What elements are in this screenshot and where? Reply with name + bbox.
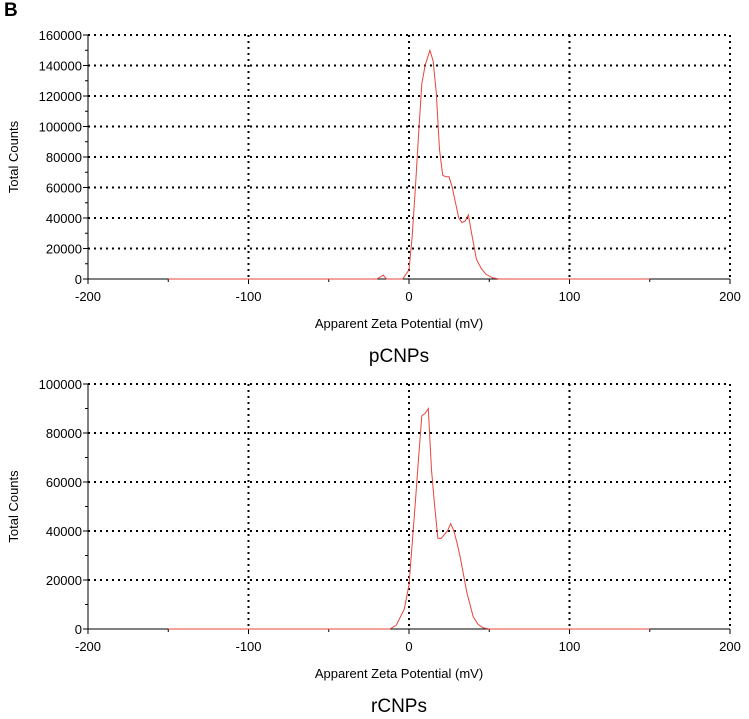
y-tick-label: 100000 bbox=[39, 377, 82, 392]
x-tick-label: -200 bbox=[75, 639, 101, 654]
y-tick-label: 40000 bbox=[46, 524, 82, 539]
y-tick-label: 120000 bbox=[39, 89, 82, 104]
x-tick-label: 0 bbox=[405, 639, 412, 654]
y-axis-label: Total Counts bbox=[6, 470, 21, 543]
x-tick-label: -200 bbox=[75, 289, 101, 304]
rcnps-caption: rCNPs bbox=[371, 696, 427, 717]
y-tick-label: 60000 bbox=[46, 475, 82, 490]
x-tick-label: -100 bbox=[235, 289, 261, 304]
y-axis-label: Total Counts bbox=[6, 120, 21, 193]
pcnps-series-line bbox=[168, 48, 650, 280]
x-tick-label: 200 bbox=[719, 289, 741, 304]
y-tick-label: 40000 bbox=[46, 211, 82, 226]
y-tick-label: 80000 bbox=[46, 150, 82, 165]
y-tick-label: 140000 bbox=[39, 59, 82, 74]
x-tick-label: 100 bbox=[559, 639, 581, 654]
pcnps-chart: 0 20000 40000 60000 80000 100000 120000 140000 1… bbox=[6, 28, 741, 367]
y-tick-label: 80000 bbox=[46, 426, 82, 441]
x-axis-label: Apparent Zeta Potential (mV) bbox=[315, 316, 483, 331]
x-tick-label: -100 bbox=[235, 639, 261, 654]
y-tick-label: 20000 bbox=[46, 242, 82, 257]
panel-label: B bbox=[4, 0, 18, 21]
rcnps-series-line bbox=[168, 406, 650, 630]
y-tick-label: 100000 bbox=[39, 120, 82, 135]
y-tick-label: 0 bbox=[75, 622, 82, 637]
y-tick-label: 60000 bbox=[46, 181, 82, 196]
y-tick-label: 160000 bbox=[39, 28, 82, 43]
rcnps-chart: 0 20000 40000 60000 80000 100000 -200 -100 0 100 2… bbox=[6, 377, 741, 717]
x-tick-label: 200 bbox=[719, 639, 741, 654]
x-tick-label: 0 bbox=[405, 289, 412, 304]
pcnps-caption: pCNPs bbox=[369, 346, 429, 367]
x-axis-label: Apparent Zeta Potential (mV) bbox=[315, 666, 483, 681]
y-tick-label: 20000 bbox=[46, 573, 82, 588]
x-tick-label: 100 bbox=[559, 289, 581, 304]
y-tick-label: 0 bbox=[75, 272, 82, 287]
